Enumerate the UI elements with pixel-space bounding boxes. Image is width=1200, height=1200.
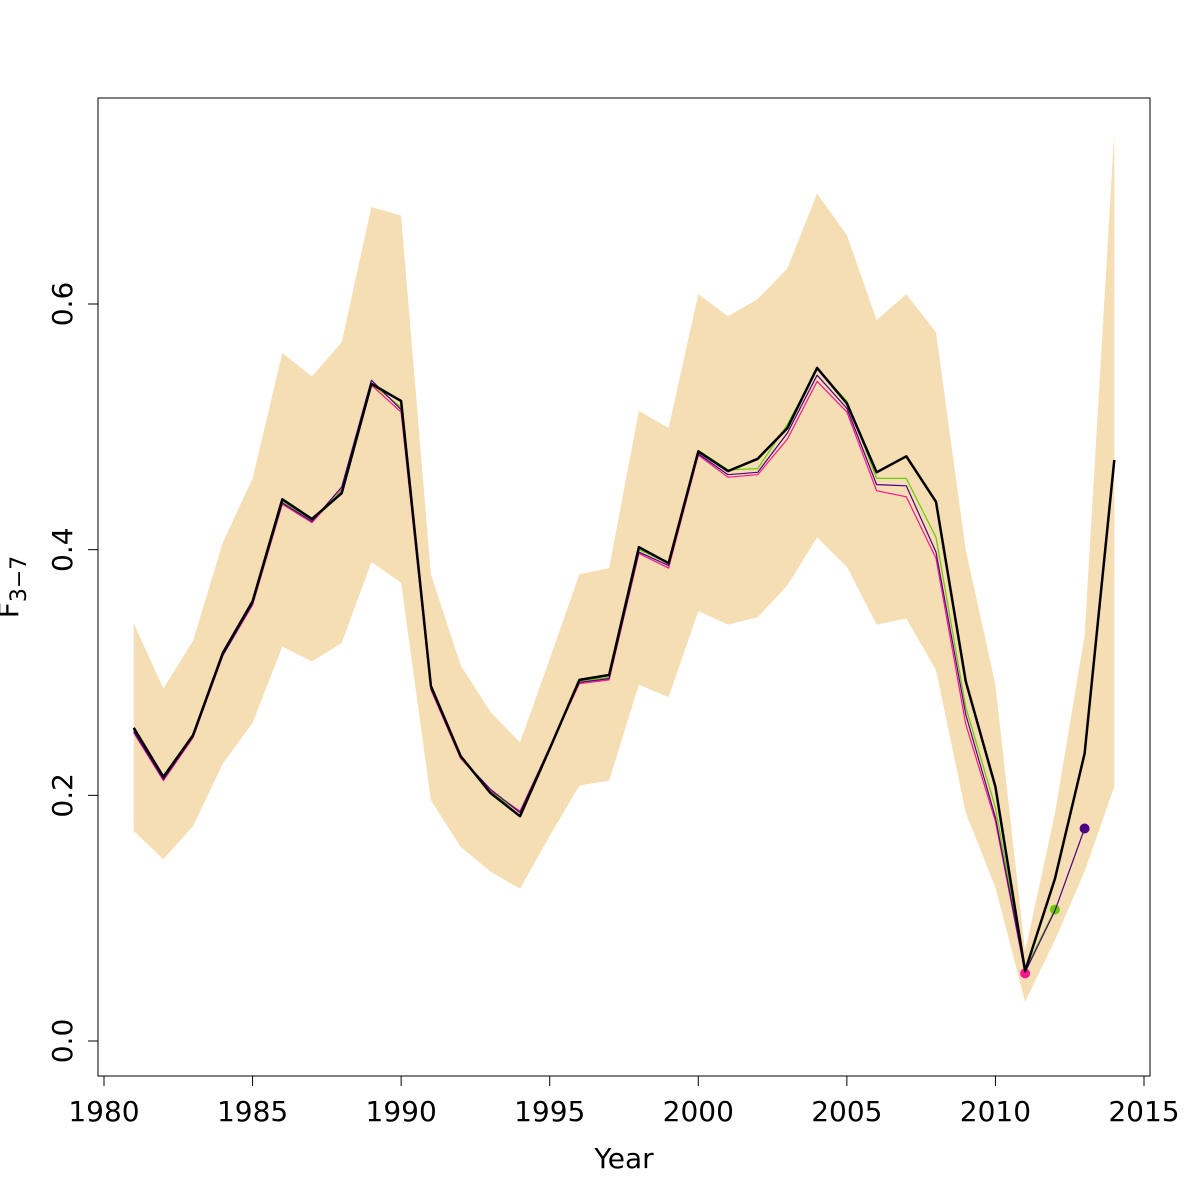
x-tick-label: 2015 (1108, 1095, 1179, 1128)
y-tick-label: 0.0 (46, 1019, 79, 1064)
x-tick-label: 2000 (663, 1095, 734, 1128)
x-tick-label: 2010 (960, 1095, 1031, 1128)
x-axis-title: Year (593, 1142, 654, 1175)
series-end-point-3 (1079, 823, 1090, 834)
y-axis: 0.0 0.2 0.4 0.6 (46, 282, 99, 1064)
y-tick-label: 0.4 (46, 527, 79, 572)
x-tick-label: 1990 (366, 1095, 437, 1128)
confidence-band (133, 132, 1115, 1002)
x-tick-label: 2005 (811, 1095, 882, 1128)
y-tick-label: 0.2 (46, 773, 79, 818)
y-axis-title-subscript: 3−7 (7, 556, 32, 602)
series-line-retro-3 (133, 374, 1086, 973)
series-layer (132, 366, 1116, 979)
x-tick-label: 1985 (217, 1095, 288, 1128)
y-tick-label: 0.6 (46, 282, 79, 327)
confidence-band-layer (133, 132, 1115, 1002)
series-line-retro-2 (133, 368, 1056, 971)
y-axis-title-main: F (0, 602, 25, 618)
y-axis-title: F3−7 (0, 556, 32, 619)
x-axis: 1980 1985 1990 1995 2000 2005 2010 2015 (68, 1075, 1180, 1128)
series-line-main (132, 366, 1116, 973)
x-tick-label: 1995 (514, 1095, 585, 1128)
series-end-point-1 (1020, 968, 1031, 979)
x-tick-label: 1980 (68, 1095, 139, 1128)
